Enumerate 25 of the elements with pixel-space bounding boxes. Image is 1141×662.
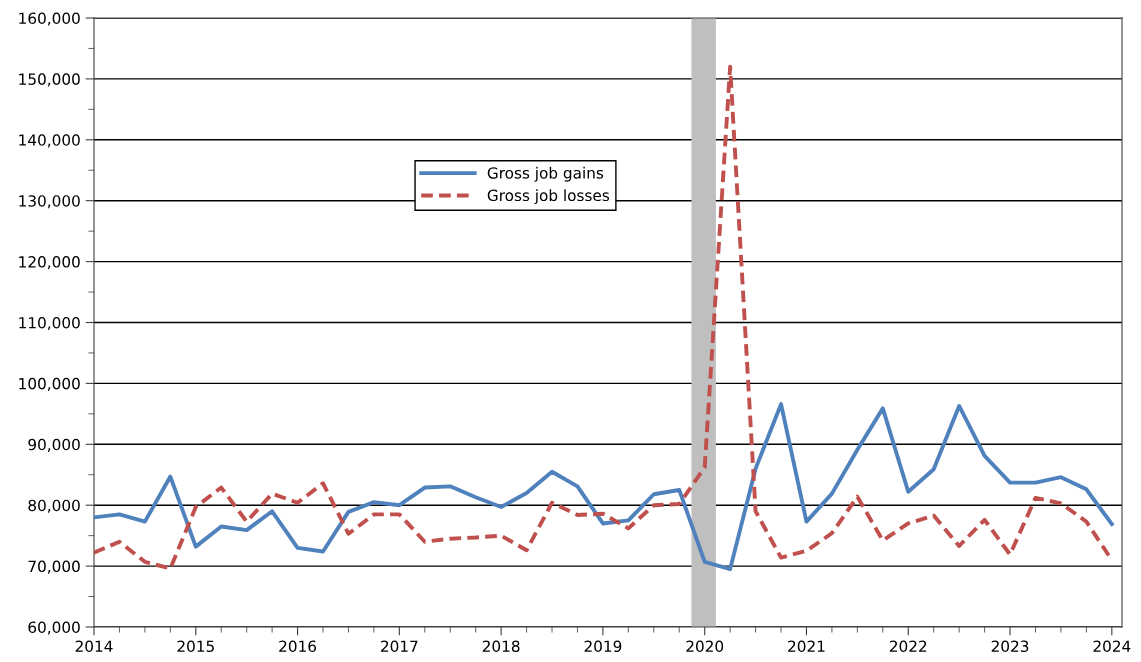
y-tick-label: 110,000 (19, 316, 80, 331)
x-tick-label: 2022 (889, 640, 927, 653)
x-tick-label: 2015 (177, 640, 214, 653)
y-tick-label: 60,000 (28, 621, 80, 635)
x-tick-label: 2023 (991, 640, 1029, 653)
x-tick-label: 2017 (381, 640, 418, 653)
line-series (94, 402, 1114, 572)
x-tick-label: 2024 (1093, 640, 1131, 653)
x-tick-label: 2018 (482, 640, 520, 653)
x-tick-label: 2021 (788, 640, 825, 653)
x-tick-label: 2016 (279, 640, 317, 653)
y-tick-label: 80,000 (28, 499, 80, 513)
y-tick-label: 160,000 (19, 12, 80, 26)
x-tick-label: 2020 (686, 640, 724, 653)
y-tick-label: 70,000 (28, 560, 80, 574)
y-tick-label: 140,000 (19, 134, 80, 148)
y-tick-label: 90,000 (28, 438, 80, 452)
y-tick-label: 150,000 (19, 73, 80, 87)
y-tick-label: 130,000 (19, 195, 80, 209)
x-tick-label: 2019 (584, 640, 622, 653)
x-tick-label: 2014 (75, 640, 113, 653)
legend-label: Gross job losses (487, 189, 610, 205)
y-tick-label: 120,000 (19, 256, 80, 270)
y-tick-label: 100,000 (19, 377, 80, 391)
legend-label: Gross job gains (487, 166, 604, 182)
